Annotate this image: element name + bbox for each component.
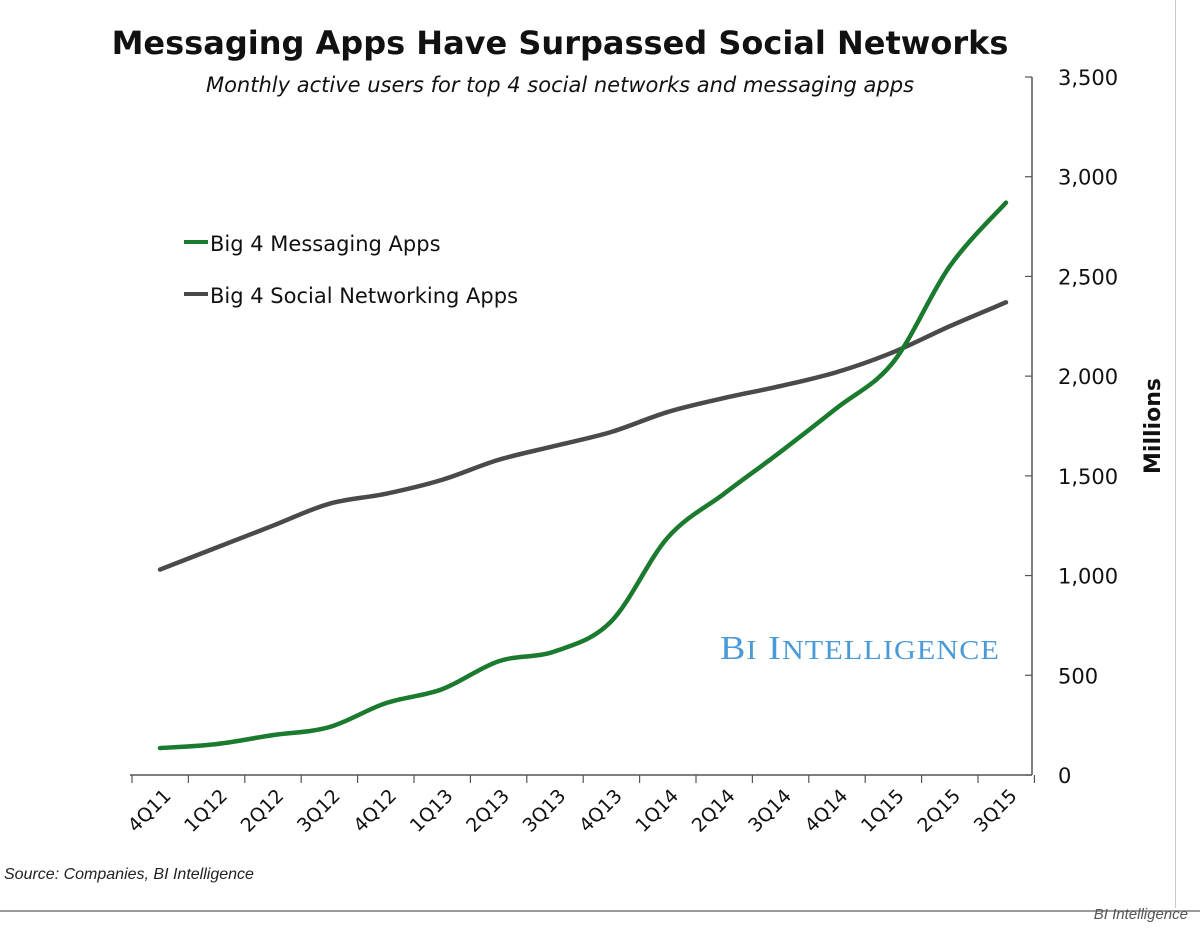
x-tick-label: 2Q15 <box>913 785 965 837</box>
x-tick-label: 3Q14 <box>744 785 796 837</box>
series-line-messaging <box>157 200 1009 751</box>
y-tick-label: 2,500 <box>1058 265 1118 289</box>
x-ticks <box>131 775 1036 783</box>
chart-title: Messaging Apps Have Surpassed Social Net… <box>112 24 1009 62</box>
x-tick-label: 2Q12 <box>237 785 289 837</box>
x-tick-label: 4Q11 <box>124 785 176 837</box>
image-credit: BI Intelligence <box>1093 906 1188 923</box>
y-tick-label: 1,000 <box>1058 565 1118 589</box>
x-tick-label: 4Q13 <box>575 785 627 837</box>
x-tick-label: 3Q15 <box>970 785 1022 837</box>
source-note: Source: Companies, BI Intelligence <box>4 866 254 883</box>
x-tick-label: 1Q15 <box>857 785 909 837</box>
x-tick-label: 4Q14 <box>801 785 853 837</box>
y-tick-label: 500 <box>1058 664 1098 688</box>
x-tick-label: 2Q13 <box>462 785 514 837</box>
frame-edge <box>1175 0 1176 908</box>
y-axis: 0 500 1,000 1,500 2,000 2,500 3,000 3,500 Milli… <box>1025 66 1166 788</box>
y-tick-labels: 0 500 1,000 1,500 2,000 2,500 3,000 3,500 <box>1058 66 1118 788</box>
x-tick-labels: 4Q11 1Q12 2Q12 3Q12 4Q12 1Q13 2Q13 3Q13 4Q13 1Q14… <box>124 785 1022 837</box>
x-tick-label: 1Q14 <box>631 785 683 837</box>
x-tick-label: 1Q13 <box>406 785 458 837</box>
x-tick-label: 2Q14 <box>688 785 740 837</box>
y-axis-label: Millions <box>1141 378 1166 474</box>
x-tick-label: 4Q12 <box>349 785 401 837</box>
y-ticks <box>1025 76 1032 776</box>
x-tick-label: 3Q13 <box>519 785 571 837</box>
y-tick-label: 0 <box>1058 764 1071 788</box>
series-lines <box>157 200 1009 751</box>
y-tick-label: 2,000 <box>1058 365 1118 389</box>
series-line-social <box>157 300 1009 572</box>
legend-label-messaging: Big 4 Messaging Apps <box>210 232 441 256</box>
y-tick-label: 1,500 <box>1058 465 1118 489</box>
x-tick-label: 1Q12 <box>180 785 232 837</box>
y-tick-label: 3,500 <box>1058 66 1118 90</box>
legend: Big 4 Messaging Apps Big 4 Social Networ… <box>184 232 518 308</box>
legend-label-social: Big 4 Social Networking Apps <box>210 284 518 308</box>
x-tick-label: 3Q12 <box>293 785 345 837</box>
bottom-divider <box>0 910 1200 912</box>
y-tick-label: 3,000 <box>1058 166 1118 190</box>
chart-subtitle: Monthly active users for top 4 social ne… <box>206 73 914 97</box>
x-axis: 4Q11 1Q12 2Q12 3Q12 4Q12 1Q13 2Q13 3Q13 4Q13 1Q14… <box>124 774 1036 837</box>
